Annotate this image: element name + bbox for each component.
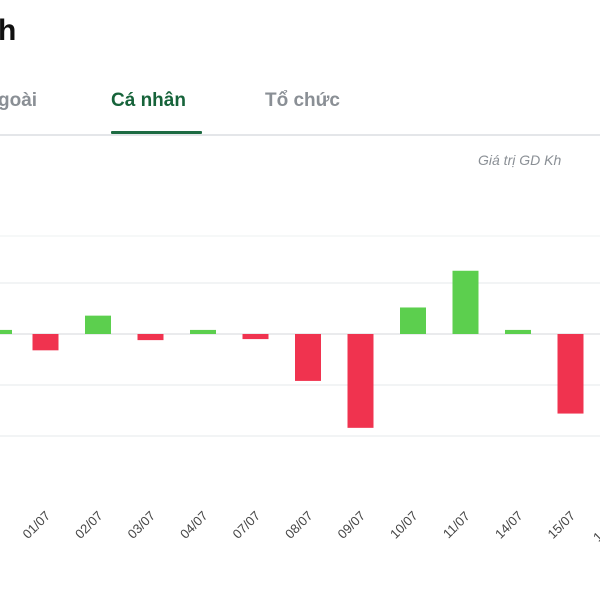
bar-10/07 [400,307,426,334]
bar-chart: 01/07 02/07 03/07 04/07 07/07 08/07 09/07 10/07… [0,235,600,545]
x-tick-label: 15/07 [545,508,579,542]
x-tick-label: 14/07 [492,508,526,542]
bar-09/07 [347,334,374,428]
tab-to-chuc[interactable]: Tổ chức [265,90,340,111]
bar-11/07 [452,270,479,334]
x-tick-label: 02/07 [72,508,106,542]
x-tick-label-partial-right: 1 [590,529,600,545]
x-tick-label: 01/07 [20,508,54,542]
bar-04/07 [190,329,216,334]
active-tab-indicator [111,131,202,134]
bar-14/07 [505,329,531,334]
bar-partial-left [0,329,12,334]
x-tick-label: 10/07 [387,508,421,542]
bar-08/07 [295,334,321,381]
bar-07/07 [242,334,269,340]
bar-15/07 [557,334,584,414]
chart-unit-label: Giá trị GD Kh [478,152,562,168]
bar-02/07 [85,315,111,334]
chart-area: 01/07 02/07 03/07 04/07 07/07 08/07 09/07 10/07… [0,188,600,600]
page-title: h [0,14,17,47]
x-tick-label: 09/07 [335,508,369,542]
x-tick-label-partial-left: 0 [0,499,3,515]
x-tick-label: 04/07 [177,508,211,542]
bar-03/07 [137,334,164,341]
x-tick-label: 07/07 [230,508,264,542]
tab-ca-nhan[interactable]: Cá nhân [111,90,186,111]
tab-bar: goài Cá nhân Tổ chức [0,80,600,136]
x-tick-label: 08/07 [282,508,316,542]
bar-01/07 [32,334,59,351]
tab-nuoc-ngoai[interactable]: goài [0,90,38,111]
x-tick-label: 03/07 [125,508,159,542]
tabs-divider [0,134,600,136]
x-tick-label: 11/07 [440,508,473,541]
